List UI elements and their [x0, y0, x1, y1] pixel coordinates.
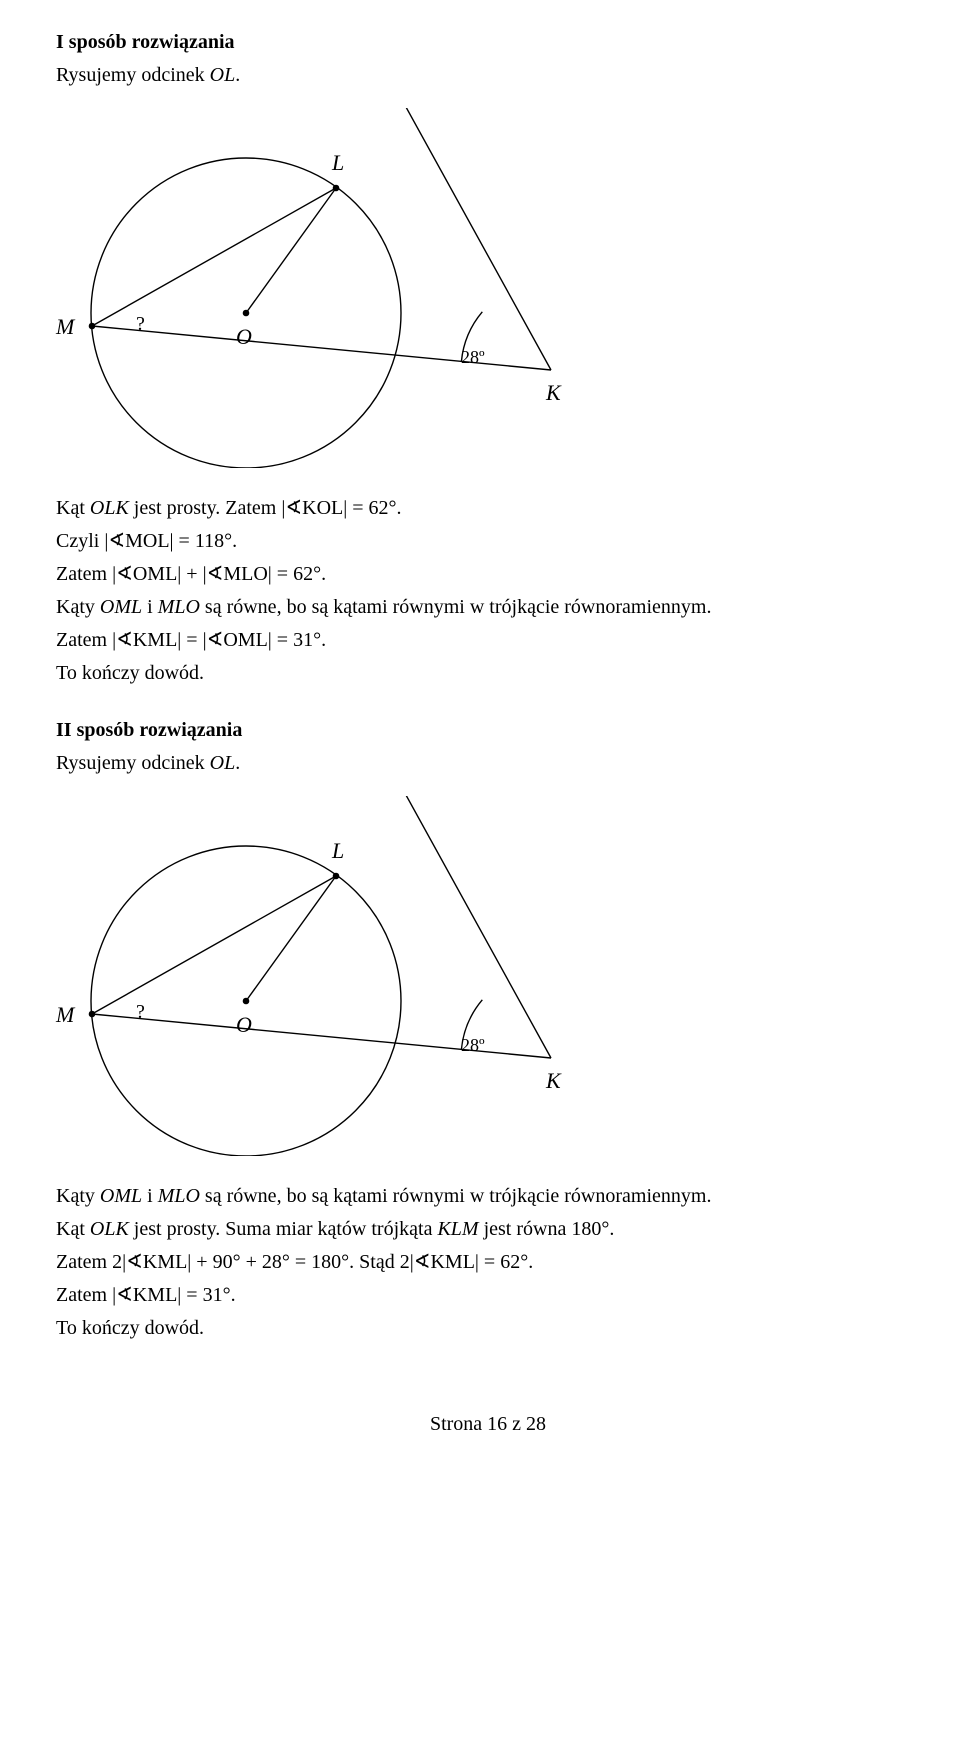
svg-text:?: ?: [136, 313, 145, 335]
text: jest prosty. Suma miar kątów trójkąta: [129, 1218, 438, 1240]
var: OML: [100, 1185, 142, 1207]
section2-subtitle: Rysujemy odcinek OL.: [56, 749, 920, 778]
figure1: M L O K? 28º: [36, 108, 716, 468]
text: .: [231, 1284, 236, 1306]
var: MLO: [158, 1185, 200, 1207]
text: Zatem: [56, 1251, 112, 1273]
proof1-line6: To kończy dowód.: [56, 659, 920, 688]
text: Kąty: [56, 596, 100, 618]
text: .: [397, 497, 402, 519]
svg-text:K: K: [545, 380, 562, 405]
section1-title: I sposób rozwiązania: [56, 28, 920, 57]
var: KLM: [437, 1218, 478, 1240]
text: Rysujemy odcinek: [56, 752, 210, 774]
text: .: [235, 752, 240, 774]
text: jest równa: [479, 1218, 572, 1240]
var: OL: [210, 64, 236, 86]
math: |∢OML| + |∢MLO| = 62°: [112, 563, 321, 585]
proof2-line4: Zatem |∢KML| = 31°.: [56, 1281, 920, 1310]
text: .: [232, 530, 237, 552]
text: są równe, bo są kątami równymi w trójkąc…: [200, 1185, 712, 1207]
text: Kąty: [56, 1185, 100, 1207]
math: 2|∢KML| + 90° + 28° = 180°: [112, 1251, 349, 1273]
svg-text:K: K: [545, 1068, 562, 1093]
proof1-line2: Czyli |∢MOL| = 118°.: [56, 527, 920, 556]
var: MLO: [158, 596, 200, 618]
svg-text:28º: 28º: [461, 347, 485, 367]
text: i: [142, 1185, 158, 1207]
text: Zatem: [56, 629, 112, 651]
math: |∢KML| = |∢OML| = 31°: [112, 629, 321, 651]
section2-title: II sposób rozwiązania: [56, 716, 920, 745]
svg-text:?: ?: [136, 1001, 145, 1023]
proof2-line3: Zatem 2|∢KML| + 90° + 28° = 180°. Stąd 2…: [56, 1248, 920, 1277]
figure1-svg: M L O K? 28º: [36, 108, 716, 468]
math: 2|∢KML| = 62°: [400, 1251, 529, 1273]
text: .: [235, 64, 240, 86]
text: . Stąd: [349, 1251, 400, 1273]
proof1-line4: Kąty OML i MLO są równe, bo są kątami ró…: [56, 593, 920, 622]
svg-text:M: M: [55, 1002, 76, 1027]
svg-text:L: L: [331, 838, 344, 863]
math: 180°: [571, 1218, 609, 1240]
text: .: [321, 563, 326, 585]
math: |∢MOL| = 118°: [104, 530, 232, 552]
svg-text:L: L: [331, 150, 344, 175]
proof1-line5: Zatem |∢KML| = |∢OML| = 31°.: [56, 626, 920, 655]
svg-text:M: M: [55, 314, 76, 339]
proof2-line1: Kąty OML i MLO są równe, bo są kątami ró…: [56, 1182, 920, 1211]
proof1-line1: Kąt OLK jest prosty. Zatem |∢KOL| = 62°.: [56, 494, 920, 523]
text: Kąt: [56, 497, 90, 519]
text: .: [528, 1251, 533, 1273]
text: Kąt: [56, 1218, 90, 1240]
math: |∢KOL| = 62°: [281, 497, 396, 519]
text: .: [609, 1218, 614, 1240]
section1-subtitle: Rysujemy odcinek OL.: [56, 61, 920, 90]
svg-text:28º: 28º: [461, 1035, 485, 1055]
svg-text:O: O: [236, 1012, 252, 1037]
var: OL: [210, 752, 236, 774]
figure2-svg: M L O K? 28º: [36, 796, 716, 1156]
page-footer: Strona 16 z 28: [56, 1413, 920, 1436]
proof2-line5: To kończy dowód.: [56, 1314, 920, 1343]
text: Czyli: [56, 530, 104, 552]
text: i: [142, 596, 158, 618]
text: Zatem: [56, 1284, 112, 1306]
text: są równe, bo są kątami równymi w trójkąc…: [200, 596, 712, 618]
var: OLK: [90, 497, 129, 519]
text: .: [321, 629, 326, 651]
var: OML: [100, 596, 142, 618]
text: jest prosty. Zatem: [129, 497, 282, 519]
proof2-line2: Kąt OLK jest prosty. Suma miar kątów tró…: [56, 1215, 920, 1244]
math: |∢KML| = 31°: [112, 1284, 231, 1306]
text: Rysujemy odcinek: [56, 64, 210, 86]
var: OLK: [90, 1218, 129, 1240]
svg-text:O: O: [236, 324, 252, 349]
figure2: M L O K? 28º: [36, 796, 716, 1156]
proof1-line3: Zatem |∢OML| + |∢MLO| = 62°.: [56, 560, 920, 589]
text: Zatem: [56, 563, 112, 585]
